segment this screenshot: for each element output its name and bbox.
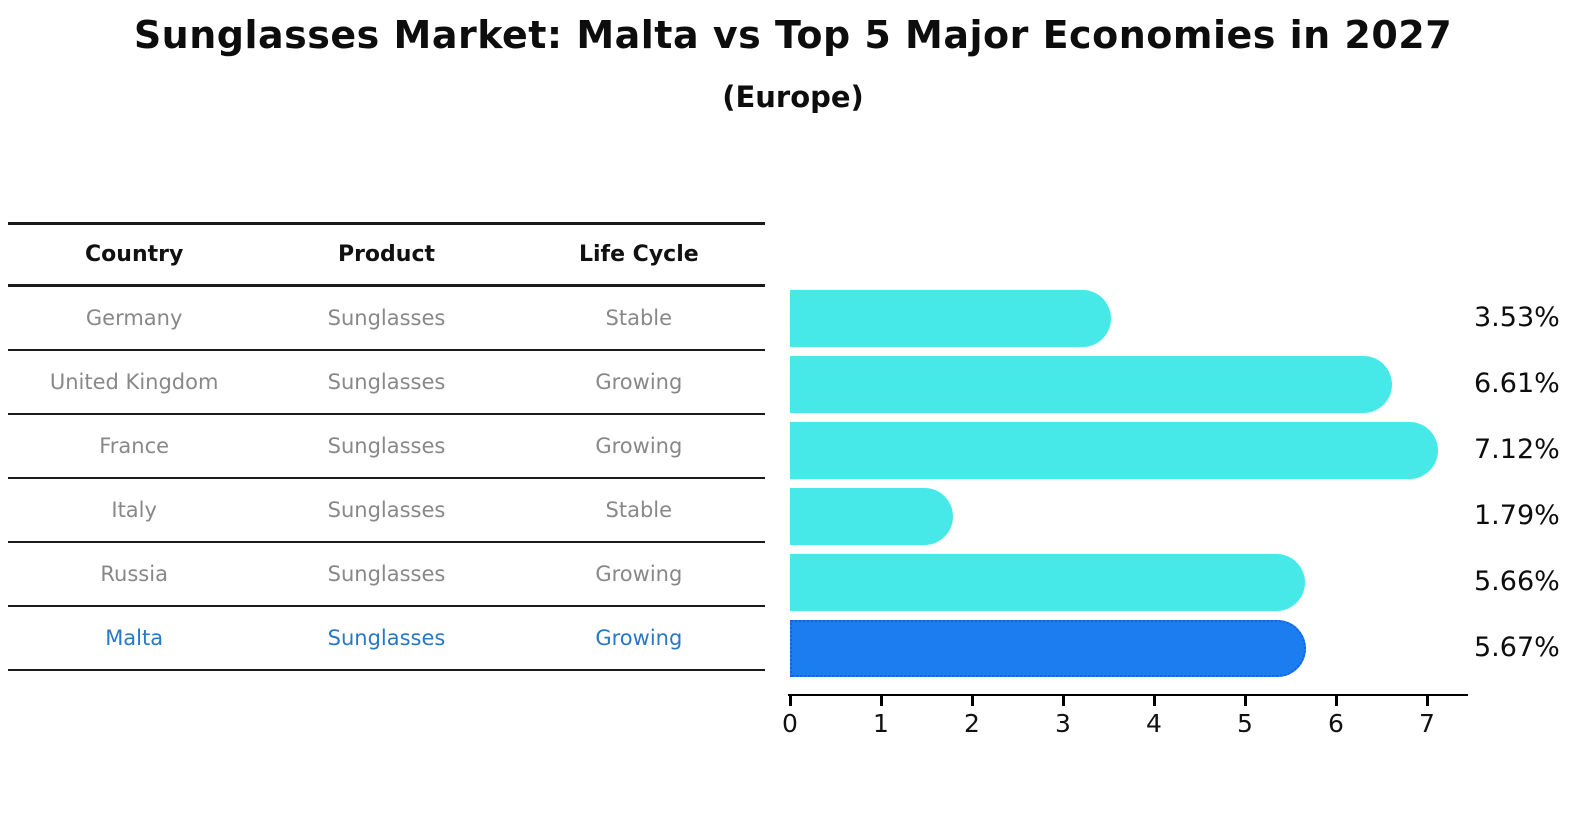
table-row: Germany Sunglasses Stable bbox=[8, 287, 765, 351]
bar-value-label: 5.66% bbox=[1474, 566, 1560, 597]
table-header-row: Country Product Life Cycle bbox=[8, 225, 765, 287]
bar-united-kingdom bbox=[790, 356, 1392, 413]
x-axis-tick bbox=[1426, 696, 1429, 706]
x-axis-tick bbox=[1062, 696, 1065, 706]
table-cell-country: United Kingdom bbox=[49, 370, 219, 394]
x-axis-tick bbox=[1244, 696, 1247, 706]
bar-value-label: 7.12% bbox=[1474, 434, 1560, 465]
x-axis-tick-label: 6 bbox=[1328, 709, 1344, 738]
x-axis-tick bbox=[880, 696, 883, 706]
data-table: Country Product Life Cycle Germany Sungla… bbox=[8, 222, 765, 671]
bar-value-label: 1.79% bbox=[1474, 500, 1560, 531]
table-cell-country: Russia bbox=[100, 562, 168, 586]
bar-italy bbox=[790, 488, 953, 545]
bar-value-label: 5.67% bbox=[1474, 632, 1560, 663]
x-axis-line bbox=[788, 694, 1468, 696]
x-axis-tick bbox=[1335, 696, 1338, 706]
table-cell-product: Sunglasses bbox=[327, 562, 446, 586]
x-axis-tick bbox=[971, 696, 974, 706]
chart-subtitle: (Europe) bbox=[722, 80, 864, 114]
x-axis-tick bbox=[1153, 696, 1156, 706]
table-cell-product: Sunglasses bbox=[327, 498, 446, 522]
table-row: Russia Sunglasses Growing bbox=[8, 543, 765, 607]
table-header-country: Country bbox=[85, 242, 184, 267]
x-axis-tick-label: 1 bbox=[873, 709, 889, 738]
table-row: France Sunglasses Growing bbox=[8, 415, 765, 479]
chart-title: Sunglasses Market: Malta vs Top 5 Major … bbox=[133, 13, 1453, 57]
bar-russia bbox=[790, 554, 1305, 611]
x-axis-tick-label: 3 bbox=[1055, 709, 1071, 738]
table-cell-product: Sunglasses bbox=[327, 626, 446, 650]
x-axis-tick-label: 7 bbox=[1419, 709, 1435, 738]
table-cell-product: Sunglasses bbox=[327, 434, 446, 458]
x-axis-tick bbox=[789, 696, 792, 706]
table-row: Italy Sunglasses Stable bbox=[8, 479, 765, 543]
table-cell-life-cycle: Growing bbox=[595, 562, 683, 586]
table-row: United Kingdom Sunglasses Growing bbox=[8, 351, 765, 415]
bar-value-label: 6.61% bbox=[1474, 368, 1560, 399]
x-axis-tick-label: 5 bbox=[1237, 709, 1253, 738]
table-header-life-cycle: Life Cycle bbox=[578, 242, 699, 267]
table-cell-product: Sunglasses bbox=[327, 306, 446, 330]
table-cell-life-cycle: Stable bbox=[605, 306, 673, 330]
table-row: Malta Sunglasses Growing bbox=[8, 607, 765, 671]
table-cell-country: Italy bbox=[111, 498, 157, 522]
x-axis-tick-label: 4 bbox=[1146, 709, 1162, 738]
x-axis-tick-label: 0 bbox=[782, 709, 798, 738]
bar-malta bbox=[790, 620, 1306, 677]
table-body: Germany Sunglasses Stable United Kingdom Sun… bbox=[8, 287, 765, 671]
table-cell-life-cycle: Growing bbox=[595, 626, 683, 650]
table-cell-life-cycle: Growing bbox=[595, 370, 683, 394]
table-cell-life-cycle: Growing bbox=[595, 434, 683, 458]
bar-france bbox=[790, 422, 1438, 479]
bar-germany bbox=[790, 290, 1111, 347]
x-axis-tick-label: 2 bbox=[964, 709, 980, 738]
table-cell-life-cycle: Stable bbox=[605, 498, 673, 522]
table-cell-country: France bbox=[99, 434, 170, 458]
table-header-product: Product bbox=[337, 242, 436, 267]
bar-value-label: 3.53% bbox=[1474, 302, 1560, 333]
table-cell-country: Germany bbox=[85, 306, 183, 330]
table-cell-country: Malta bbox=[105, 626, 164, 650]
table-cell-product: Sunglasses bbox=[327, 370, 446, 394]
